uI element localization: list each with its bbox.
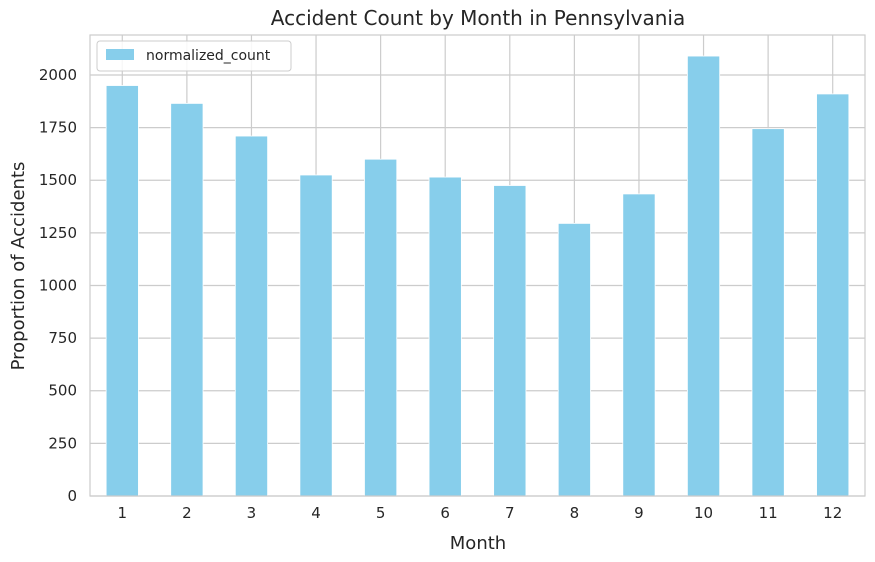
x-tick-label: 11 [759, 504, 778, 522]
bar-month-10 [686, 55, 721, 497]
y-tick-label: 750 [48, 329, 77, 347]
bar-month-7 [493, 185, 527, 497]
y-tick-label: 1250 [39, 224, 77, 242]
x-tick-label: 4 [311, 504, 321, 522]
bar-month-9 [622, 193, 656, 497]
y-axis-label: Proportion of Accidents [8, 162, 29, 371]
legend: normalized_count [96, 40, 292, 72]
bar-month-4 [299, 174, 333, 497]
chart-title: Accident Count by Month in Pennsylvania [271, 6, 685, 30]
x-tick-label: 12 [823, 504, 842, 522]
bar-month-6 [428, 176, 462, 497]
bar-month-11 [751, 128, 785, 497]
x-axis-label: Month [450, 533, 506, 554]
bar-month-5 [364, 158, 398, 497]
legend-swatch [106, 49, 134, 60]
x-tick-label: 3 [247, 504, 257, 522]
x-tick-label: 8 [570, 504, 580, 522]
y-tick-label: 250 [48, 434, 77, 452]
x-tick-label: 1 [118, 504, 128, 522]
y-tick-label: 500 [48, 382, 77, 400]
y-tick-label: 1000 [39, 276, 77, 294]
y-tick-label: 1750 [39, 119, 77, 137]
y-tick-label: 2000 [39, 66, 77, 84]
legend-entry-normalized-count: normalized_count [146, 48, 271, 64]
bars [105, 55, 850, 497]
x-tick-label: 2 [182, 504, 192, 522]
bar-month-8 [557, 222, 591, 497]
x-tick-label: 9 [634, 504, 644, 522]
bar-month-1 [105, 85, 139, 497]
bar-month-12 [816, 93, 850, 497]
plot-frame [89, 34, 866, 497]
x-tick-label: 10 [694, 504, 713, 522]
bar-month-2 [170, 103, 204, 497]
y-tick-label: 1500 [39, 171, 77, 189]
legend-box [96, 40, 292, 72]
bar-month-3 [234, 135, 269, 497]
x-tick-label: 5 [376, 504, 386, 522]
x-tick-label: 7 [505, 504, 515, 522]
x-tick-label: 6 [440, 504, 450, 522]
y-tick-label: 0 [67, 487, 77, 505]
